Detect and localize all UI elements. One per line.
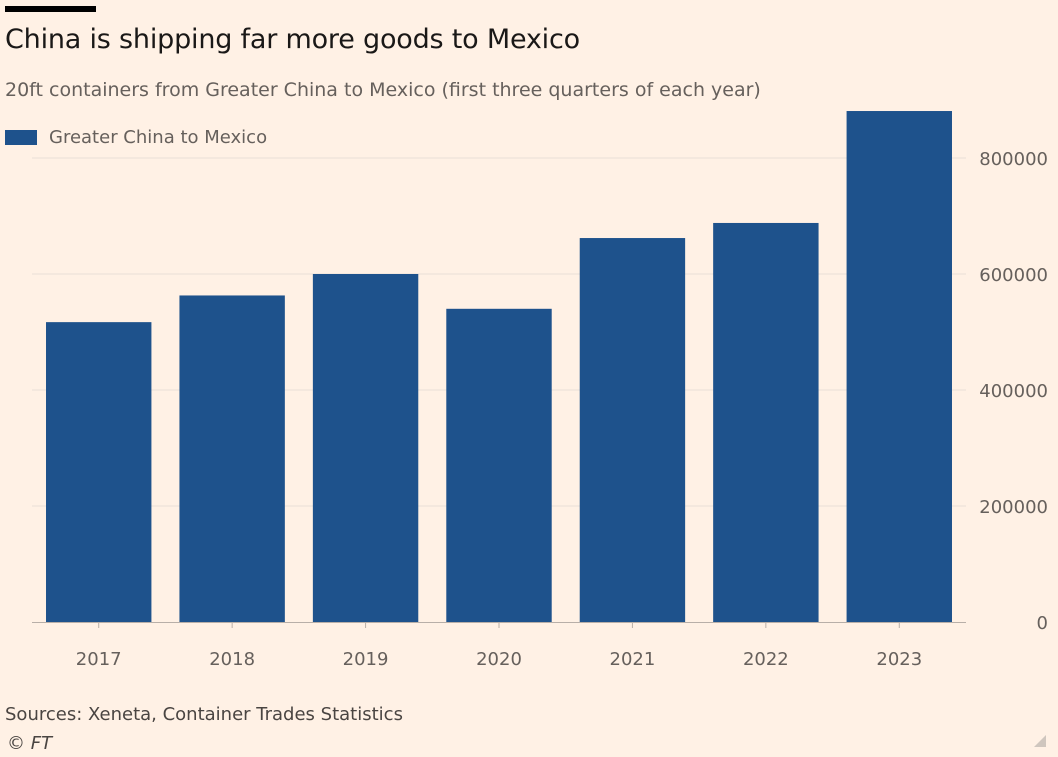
bar-chart: 0 200000 400000 600000 800000 2017 2018 2019 202… [32,111,1048,670]
y-tick-label: 800000 [979,149,1048,170]
legend-swatch [5,129,37,145]
x-tick-label: 2020 [476,649,522,670]
x-tick-label: 2023 [876,649,922,670]
bar-2018 [179,295,285,622]
source-note: Sources: Xeneta, Container Trades Statis… [5,704,403,725]
x-tick-label: 2019 [343,649,389,670]
y-tick-label: 600000 [979,265,1048,286]
bar-2023 [846,111,952,623]
chart-legend: Greater China to Mexico [5,125,267,149]
chart-title: China is shipping far more goods to Mexi… [5,24,580,55]
chart-subtitle: 20ft containers from Greater China to Me… [5,79,761,101]
bar-2017 [46,322,152,622]
bar-2019 [312,274,419,622]
y-tick-label: 0 [1037,613,1048,634]
x-tick-label: 2021 [610,649,656,670]
bar-2020 [446,308,552,622]
copyright-credit: © FT [7,733,53,754]
y-tick-label: 200000 [979,497,1048,518]
x-tick-label: 2018 [209,649,255,670]
bar-2022 [713,222,819,622]
ft-top-bar [5,6,96,12]
y-tick-label: 400000 [979,381,1048,402]
bar-2021 [579,238,686,623]
x-tick-label: 2017 [76,649,122,670]
resize-handle-icon[interactable] [1034,735,1046,747]
legend-label: Greater China to Mexico [49,126,268,148]
x-tick-label: 2022 [743,649,789,670]
